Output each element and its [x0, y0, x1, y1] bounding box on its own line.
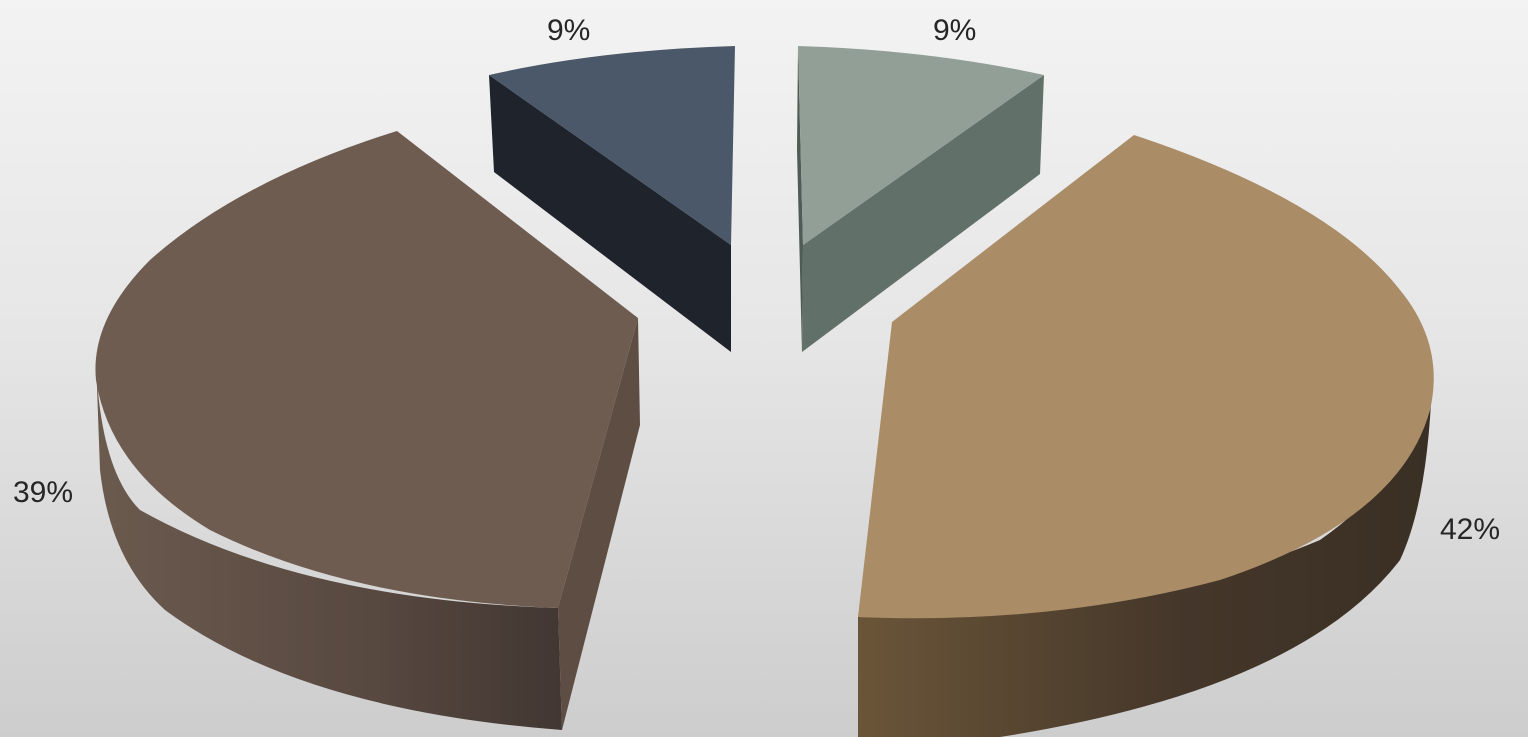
pie-slice-42 [858, 135, 1434, 737]
pie-slice-9b [797, 46, 1044, 352]
pie-slice-39-side [96, 360, 562, 730]
data-label-9b: 9% [933, 14, 976, 47]
pie-slice-9a-top [489, 46, 735, 245]
pie-slice-9b-top [798, 46, 1044, 245]
data-label-42: 42% [1440, 513, 1500, 546]
data-label-39: 39% [13, 476, 73, 509]
pie-slice-39 [95, 131, 640, 730]
pie-slice-42-side [858, 370, 1432, 737]
pie-slice-9b-edge [797, 46, 803, 352]
pie-slice-9a [489, 46, 735, 352]
pie-slice-42-top [858, 135, 1434, 619]
pie-slice-39-top [95, 131, 639, 608]
pie-slice-39-front [558, 318, 640, 730]
pie-slice-9b-side [802, 75, 1044, 352]
pie-slice-9a-side [489, 75, 731, 352]
data-label-9a: 9% [547, 14, 590, 47]
